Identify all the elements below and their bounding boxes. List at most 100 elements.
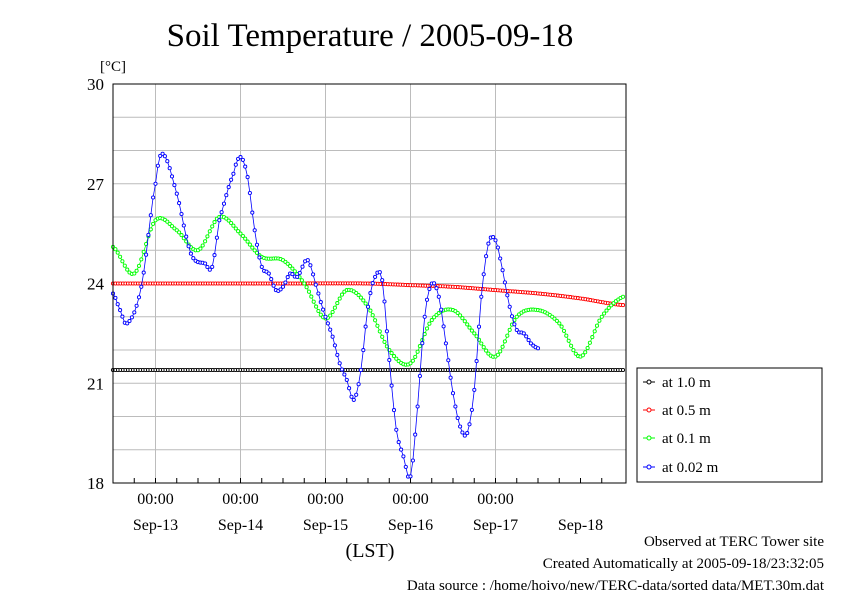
series-point: [151, 195, 156, 200]
series-point: [394, 427, 399, 432]
series-point: [484, 254, 489, 259]
series-point: [328, 327, 333, 332]
series-point: [177, 230, 182, 235]
series-point: [413, 432, 418, 437]
series-point: [118, 254, 123, 259]
series-point: [413, 354, 418, 359]
series-point: [339, 367, 345, 372]
series-point: [424, 326, 430, 331]
series-point: [113, 247, 118, 252]
series-point: [373, 274, 378, 279]
series-point: [129, 315, 134, 320]
x-tick-date-label: Sep-15: [303, 517, 348, 534]
series-point: [358, 367, 363, 373]
series-point: [290, 266, 295, 271]
series-point: [165, 159, 170, 164]
series-point: [181, 223, 186, 228]
series-point: [231, 223, 236, 228]
series-point: [125, 267, 130, 272]
series-point: [132, 271, 137, 276]
series-point: [158, 153, 163, 158]
series-point: [118, 308, 123, 313]
series-point: [136, 295, 142, 300]
series-point: [254, 242, 260, 247]
series-point: [460, 316, 465, 321]
legend-label: at 0.1 m: [662, 431, 711, 447]
series-point: [351, 397, 356, 402]
series-point: [559, 324, 564, 329]
series-point: [250, 245, 255, 250]
series-point: [389, 383, 394, 388]
series-point: [321, 307, 326, 312]
footer-created: Created Automatically at 2005-09-18/23:3…: [542, 556, 824, 572]
series-point: [495, 245, 500, 250]
series-line: [112, 216, 624, 366]
x-tick-date-label: Sep-14: [218, 517, 263, 534]
series-point: [144, 252, 149, 257]
series-point: [415, 404, 420, 409]
series-point: [448, 375, 453, 380]
series-point: [368, 291, 373, 296]
series-point: [167, 166, 172, 171]
series-point: [358, 295, 363, 300]
series-point: [198, 246, 203, 251]
series-point: [169, 224, 175, 229]
series-point: [436, 294, 441, 299]
series-point: [472, 331, 477, 336]
series-point: [417, 344, 422, 349]
series-point: [344, 377, 349, 382]
legend-swatch-marker: [646, 379, 652, 385]
series-point: [247, 242, 252, 247]
series-point: [521, 331, 526, 336]
series-point: [391, 354, 397, 359]
series-point: [316, 291, 321, 296]
x-tick-date-label: Sep-13: [133, 517, 178, 534]
series-point: [365, 304, 371, 309]
series-point: [384, 329, 389, 334]
series-point: [460, 430, 465, 435]
x-tick-time-label: 00:00: [392, 491, 428, 508]
y-tick-label: 21: [87, 374, 104, 393]
series-point: [382, 299, 387, 304]
x-tick-date-label: Sep-16: [388, 517, 433, 534]
series-point: [377, 329, 382, 334]
series-point: [505, 333, 510, 338]
series-point: [252, 248, 257, 253]
series-point: [583, 350, 588, 355]
series-point: [172, 183, 177, 188]
series-point: [465, 322, 470, 327]
series-point: [205, 264, 210, 270]
series-point: [203, 261, 208, 266]
series-point: [401, 454, 406, 459]
series-point: [564, 333, 569, 338]
series-point: [349, 394, 354, 399]
series-point: [609, 303, 614, 308]
series-point: [505, 293, 510, 298]
series-point: [252, 228, 257, 233]
series-point: [290, 272, 295, 277]
series-point: [585, 345, 590, 351]
series-point: [455, 415, 460, 421]
series-point: [500, 344, 505, 349]
series-point: [330, 334, 335, 339]
series-point: [469, 328, 474, 333]
series-point: [484, 348, 489, 353]
series-point: [243, 164, 248, 169]
series-point: [203, 239, 208, 244]
series-point: [325, 321, 330, 326]
series-point: [417, 373, 422, 379]
series-point: [479, 294, 484, 299]
series-point: [474, 334, 479, 339]
series-point: [422, 314, 427, 319]
series-point: [594, 323, 600, 328]
series-point: [297, 270, 302, 275]
series-point: [554, 318, 559, 323]
series-point: [115, 302, 120, 307]
series-point: [316, 308, 321, 314]
series-point: [308, 263, 313, 268]
series-point: [446, 358, 451, 363]
series-point: [377, 270, 382, 275]
series-point: [580, 353, 585, 358]
series-point: [514, 327, 519, 333]
